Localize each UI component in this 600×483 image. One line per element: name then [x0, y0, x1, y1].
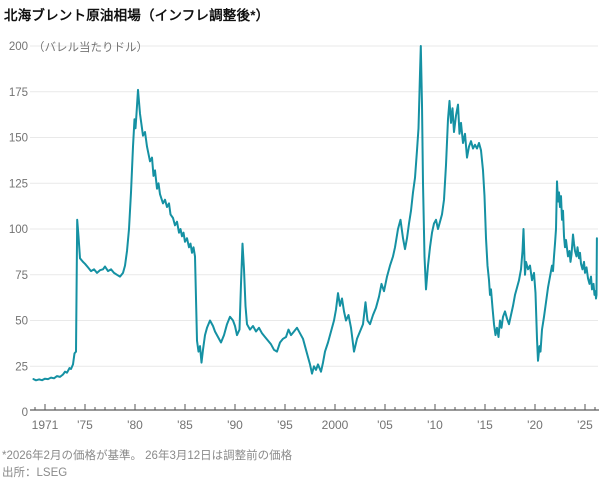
x-tick-label: 2000 — [322, 418, 349, 432]
y-tick-label: 200 — [9, 41, 28, 53]
x-tick-label: '75 — [77, 418, 93, 432]
x-tick-label: '95 — [277, 418, 293, 432]
y-tick-label: 175 — [9, 87, 28, 99]
x-tick-label: 1971 — [32, 418, 59, 432]
price-line — [32, 45, 598, 382]
x-tick-label: '90 — [227, 418, 243, 432]
y-tick-label: 100 — [9, 224, 28, 236]
y-tick-label: 50 — [15, 316, 28, 328]
x-tick-label: '15 — [477, 418, 493, 432]
y-tick-label: 25 — [15, 361, 28, 373]
chart-footnote: *2026年2月の価格が基準。 26年3月12日は調整前の価格 — [2, 450, 293, 462]
chart-title: 北海ブレント原油相場（インフレ調整後*） — [4, 8, 270, 23]
y-axis-unit-label: （バレル当たりドル） — [33, 42, 148, 54]
y-tick-label: 150 — [9, 133, 28, 145]
x-tick-label: '25 — [577, 418, 593, 432]
x-tick-label: '20 — [527, 418, 543, 432]
chart-source: 出所：LSEG — [2, 467, 68, 479]
x-tick-label: '80 — [127, 418, 143, 432]
y-tick-label: 125 — [9, 178, 28, 190]
x-tick-label: '10 — [427, 418, 443, 432]
x-tick-label: '05 — [377, 418, 393, 432]
y-tick-label: 75 — [15, 270, 28, 282]
y-tick-label: 0 — [22, 407, 28, 419]
x-tick-label: '85 — [177, 418, 193, 432]
